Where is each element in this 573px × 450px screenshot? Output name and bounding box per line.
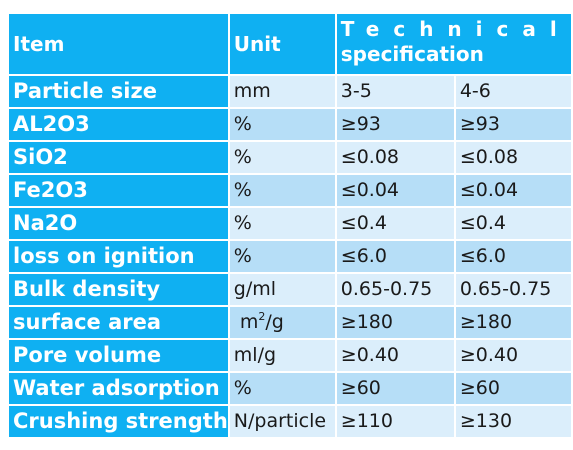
row-unit: N/particle	[229, 406, 335, 437]
table-row: Particle size mm 3-5 4-6	[9, 76, 571, 107]
row-spec-b: 4-6	[455, 76, 571, 107]
row-unit: %	[229, 109, 335, 140]
table-row: AL2O3 % ≥93 ≥93	[9, 109, 571, 140]
row-item: Particle size	[9, 76, 228, 107]
row-spec-a: ≤0.08	[336, 142, 454, 173]
table-row: Water adsorption % ≥60 ≥60	[9, 373, 571, 404]
row-spec-b: ≤0.4	[455, 208, 571, 239]
row-item: Fe2O3	[9, 175, 228, 206]
row-spec-b: ≤0.04	[455, 175, 571, 206]
technical-specification-table: Item Unit Technical specification Partic…	[7, 12, 573, 439]
row-spec-a: ≤6.0	[336, 241, 454, 272]
row-item: AL2O3	[9, 109, 228, 140]
table-row: loss on ignition % ≤6.0 ≤6.0	[9, 241, 571, 272]
row-item: Crushing strength	[9, 406, 228, 437]
row-spec-a: ≥180	[336, 307, 454, 338]
row-spec-b: ≥0.40	[455, 340, 571, 371]
row-spec-b: ≥60	[455, 373, 571, 404]
row-unit: ml/g	[229, 340, 335, 371]
table-header-row: Item Unit Technical specification	[9, 14, 571, 74]
row-unit: m2/g	[229, 307, 335, 338]
unit-rest: /g	[265, 311, 284, 333]
row-item: Pore volume	[9, 340, 228, 371]
row-unit: %	[229, 142, 335, 173]
row-spec-b: ≥93	[455, 109, 571, 140]
table-row: Bulk density g/ml 0.65-0.75 0.65-0.75	[9, 274, 571, 305]
row-unit: %	[229, 241, 335, 272]
table-row: Fe2O3 % ≤0.04 ≤0.04	[9, 175, 571, 206]
row-item: loss on ignition	[9, 241, 228, 272]
table-row: surface area m2/g ≥180 ≥180	[9, 307, 571, 338]
row-item: SiO2	[9, 142, 228, 173]
row-unit: mm	[229, 76, 335, 107]
row-item: Bulk density	[9, 274, 228, 305]
row-unit: %	[229, 175, 335, 206]
table-row: SiO2 % ≤0.08 ≤0.08	[9, 142, 571, 173]
row-unit: %	[229, 373, 335, 404]
row-item: Na2O	[9, 208, 228, 239]
row-spec-a: ≥0.40	[336, 340, 454, 371]
row-spec-a: 3-5	[336, 76, 454, 107]
row-spec-a: ≥60	[336, 373, 454, 404]
row-spec-b: ≤0.08	[455, 142, 571, 173]
table-row: Crushing strength N/particle ≥110 ≥130	[9, 406, 571, 437]
unit-superscript: 2	[258, 310, 266, 323]
row-spec-a: 0.65-0.75	[336, 274, 454, 305]
table-row: Pore volume ml/g ≥0.40 ≥0.40	[9, 340, 571, 371]
row-unit: %	[229, 208, 335, 239]
table-row: Na2O % ≤0.4 ≤0.4	[9, 208, 571, 239]
row-spec-a: ≤0.4	[336, 208, 454, 239]
header-technical-line1: Technical	[340, 17, 571, 41]
row-spec-a: ≥110	[336, 406, 454, 437]
row-spec-a: ≥93	[336, 109, 454, 140]
row-unit: g/ml	[229, 274, 335, 305]
row-spec-b: ≤6.0	[455, 241, 571, 272]
row-spec-b: 0.65-0.75	[455, 274, 571, 305]
header-unit: Unit	[229, 14, 335, 74]
unit-base: m	[239, 311, 259, 333]
header-item: Item	[9, 14, 228, 74]
row-item: surface area	[9, 307, 228, 338]
row-spec-b: ≥130	[455, 406, 571, 437]
row-item: Water adsorption	[9, 373, 228, 404]
row-spec-b: ≥180	[455, 307, 571, 338]
row-spec-a: ≤0.04	[336, 175, 454, 206]
header-technical-specification: Technical specification	[336, 14, 571, 74]
header-technical-line2: specification	[340, 42, 484, 66]
